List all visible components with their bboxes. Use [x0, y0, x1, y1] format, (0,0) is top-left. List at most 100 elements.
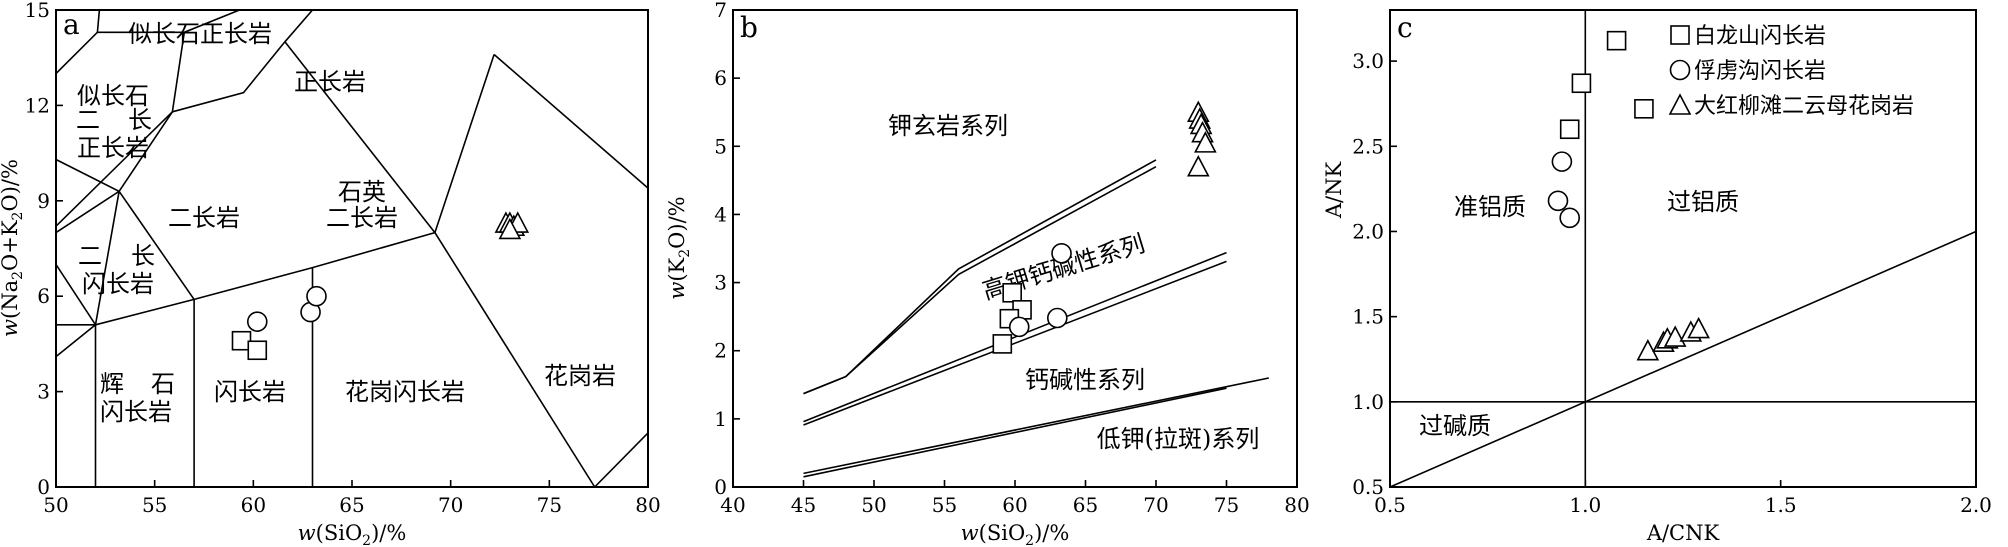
field-label: 正长岩: [294, 68, 366, 96]
legend-label: 白龙山闪长岩: [1694, 24, 1826, 49]
data-point-square: [247, 340, 268, 361]
panel-a-field-labels: 似长石正长岩 正长岩 似长石 二 长 正长岩 石英 二长岩 二长岩 二 长 闪长…: [76, 20, 616, 426]
x-tick-label: 60: [241, 493, 266, 517]
field-label: 钙碱性系列: [1025, 366, 1145, 394]
field-label: 花岗岩: [544, 362, 616, 390]
x-tick-label: 55: [142, 493, 167, 517]
x-tick-label: 65: [1073, 493, 1098, 517]
data-point-circle: [1551, 151, 1573, 172]
x-tick-label: 55: [932, 493, 957, 517]
data-point-square: [1002, 282, 1022, 303]
field-boundary-line: [55, 324, 97, 358]
field-label: 长: [128, 106, 152, 134]
legend-marker-circle: [1669, 59, 1691, 81]
x-tick-label: 0.5: [1374, 493, 1406, 517]
y-tick-label: 7: [714, 0, 727, 22]
data-point-circle: [1047, 307, 1068, 329]
data-point-triangle: [498, 217, 522, 240]
y-tick-label: 3.0: [1352, 49, 1384, 73]
field-label: 闪长岩: [214, 378, 286, 406]
field-label: 正长岩: [77, 134, 149, 162]
legend-marker-square: [1670, 25, 1690, 45]
field-boundary-line: [803, 377, 1269, 475]
y-tick-label: 6: [714, 66, 727, 90]
y-tick-label: 2.5: [1352, 134, 1384, 158]
field-boundary-line: [803, 387, 1227, 478]
field-label: 石英: [338, 178, 386, 206]
panel-c-label: c: [1397, 11, 1413, 44]
data-point-square: [1571, 73, 1592, 94]
panel-b-label: b: [740, 11, 758, 44]
panel-b-x-label: w(SiO2)/%: [961, 521, 1070, 547]
field-label: 过铝质: [1667, 188, 1739, 216]
data-point-circle: [1008, 316, 1030, 338]
data-point-circle: [1547, 190, 1569, 212]
y-tick-label: 0: [714, 475, 727, 499]
field-boundary-line: [493, 53, 649, 189]
x-tick-label: 45: [791, 493, 816, 517]
panel-b-k2o-silica-diagram: 钾玄岩系列 高钾钙碱性系列 钙碱性系列 低钾(拉斑)系列 40 45 50 55 60 6…: [665, 0, 1310, 547]
field-boundary-line: [172, 9, 314, 113]
x-tick-label: 70: [438, 493, 463, 517]
y-tick-label: 5: [714, 134, 727, 158]
legend-label: 俘虏沟闪长岩: [1694, 59, 1826, 84]
field-boundary-line: [434, 232, 596, 488]
data-point-triangle: [1194, 131, 1217, 153]
field-label: 花岗闪长岩: [345, 378, 465, 406]
data-point-square: [1634, 99, 1654, 119]
field-label: 闪长岩: [82, 270, 154, 298]
x-tick-label: 75: [537, 493, 562, 517]
panel-c-y-label: A/NK: [1322, 162, 1346, 220]
y-tick-label: 0.5: [1352, 475, 1384, 499]
field-boundary-line: [284, 41, 436, 234]
panel-c-frame: [1389, 9, 1977, 488]
panel-a-tas-diagram: 似长石正长岩 正长岩 似长石 二 长 正长岩 石英 二长岩 二长岩 二 长 闪长…: [0, 0, 661, 547]
y-tick-label: 15: [25, 0, 50, 22]
field-label: 准铝质: [1454, 193, 1526, 221]
field-boundary-line: [803, 260, 1227, 426]
data-point-circle: [246, 311, 268, 332]
panel-c-x-label: A/CNK: [1646, 521, 1720, 545]
y-tick-label: 2: [714, 339, 727, 363]
data-point-triangle: [1186, 155, 1210, 177]
data-point-circle: [1559, 207, 1581, 229]
field-label: 似长石: [77, 82, 149, 110]
panel-c-shand-diagram: 准铝质 过铝质 过碱质 0.5 1.0 1.5 2.0 0.5 1.0 1.5 2.0 2.5 3…: [1322, 9, 1992, 545]
y-tick-label: 6: [37, 284, 50, 308]
data-point-triangle: [1687, 316, 1710, 339]
data-point-circle: [1051, 242, 1072, 264]
data-point-circle: [306, 285, 327, 307]
x-tick-label: 80: [635, 493, 660, 517]
field-label: 低钾(拉斑)系列: [1097, 425, 1260, 453]
x-tick-label: 65: [339, 493, 364, 517]
field-label: 闪长岩: [100, 398, 172, 426]
field-label: 二: [76, 106, 100, 134]
x-tick-label: 50: [43, 493, 68, 517]
legend-marker-triangle: [1668, 93, 1692, 115]
panel-b-y-label: w(K2O)/%: [665, 196, 693, 299]
field-label: 似长石正长岩: [128, 20, 272, 48]
y-tick-label: 1.5: [1352, 305, 1384, 329]
field-label: 长: [131, 242, 155, 270]
field-label: 钾玄岩系列: [888, 112, 1008, 140]
x-tick-label: 60: [1002, 493, 1027, 517]
y-tick-label: 4: [714, 202, 727, 226]
field-boundary-line: [594, 432, 649, 488]
data-point-triangle: [1636, 338, 1660, 361]
data-point-square: [992, 334, 1013, 354]
field-label: 过碱质: [1419, 412, 1491, 440]
panel-c-field-labels: 准铝质 过铝质 过碱质: [1419, 188, 1739, 440]
field-boundary-line: [1389, 230, 1977, 488]
field-boundary-line: [803, 165, 1157, 395]
x-tick-label: 75: [1214, 493, 1239, 517]
x-tick-label: 40: [720, 493, 745, 517]
x-tick-label: 50: [861, 493, 886, 517]
field-label: 二长岩: [326, 204, 398, 232]
legend-label: 大红柳滩二云母花岗岩: [1694, 94, 1914, 119]
field-boundary-line: [803, 251, 1227, 423]
field-label: 二长岩: [168, 204, 240, 232]
y-tick-label: 3: [37, 380, 50, 404]
x-tick-label: 2.0: [1960, 493, 1992, 517]
